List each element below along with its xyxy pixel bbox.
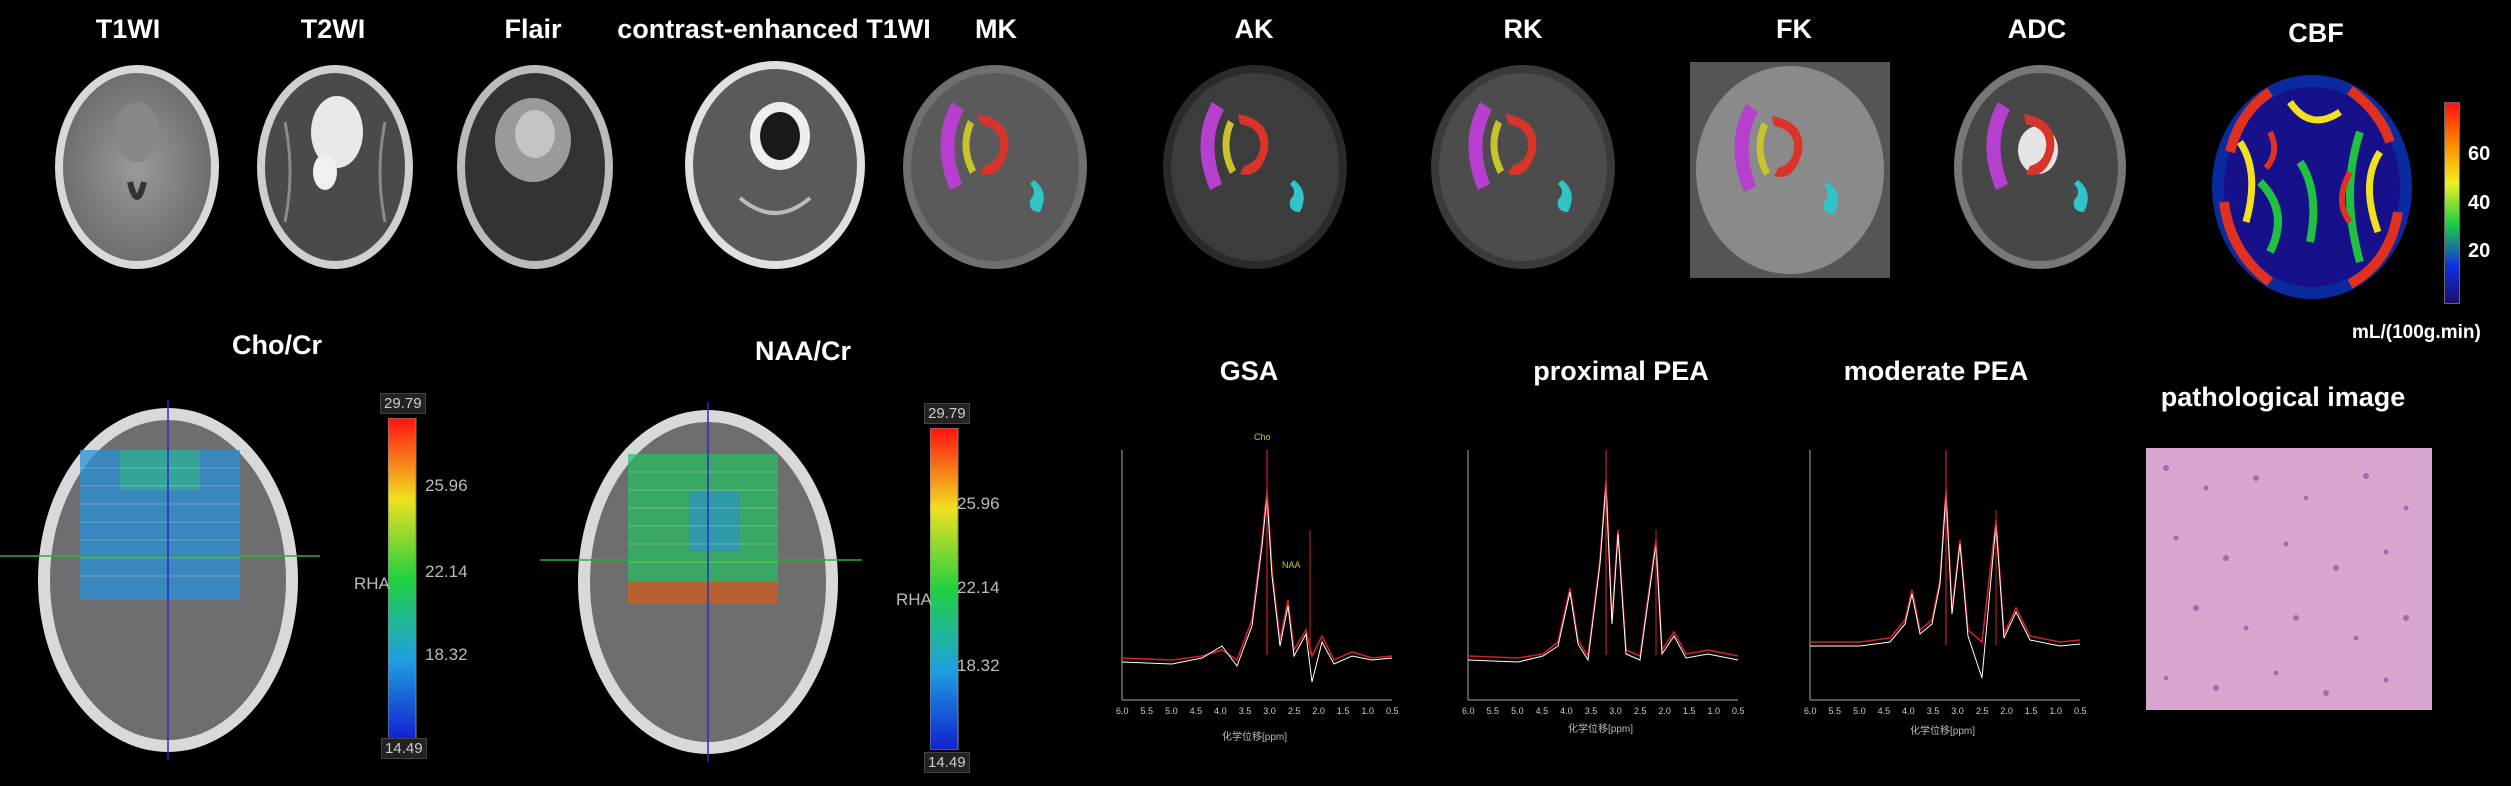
cho-cb-mid2: 22.14 — [425, 562, 468, 581]
rk-map-image — [1431, 65, 1615, 269]
cho-cb-mid3: 18.32 — [425, 645, 468, 664]
gsa-spectrum: Cho NAA 6.0 5.5 5.0 4.5 4.0 3.5 3.0 2.5 2.0 1.5 1.… — [1116, 432, 1399, 716]
label-cbf: CBF — [2288, 18, 2344, 48]
naa-cb-mid1: 25.96 — [957, 494, 1000, 513]
fk-map-image — [1690, 62, 1890, 278]
naa-cb-max: 29.79 — [924, 403, 970, 424]
spectrum-x-tick: 2.0 — [2000, 706, 2013, 716]
spectrum-x-tick: 5.5 — [1829, 706, 1842, 716]
label-gsa: GSA — [1219, 356, 1279, 386]
spectrum-x-tick: 0.5 — [1732, 706, 1745, 716]
label-ce-t1wi: contrast-enhanced T1WI — [617, 14, 931, 44]
naa-cb-side: RHA — [896, 590, 932, 609]
spectrum-x-tick: 5.5 — [1487, 706, 1500, 716]
contrast-enhanced-t1wi-image — [685, 61, 865, 269]
t1wi-brain-image — [55, 65, 219, 269]
spectrum-x-tick: 3.0 — [1609, 706, 1622, 716]
spectrum-x-tick: 5.0 — [1511, 706, 1524, 716]
proximal-xlabel: 化学位移[ppm] — [1568, 724, 1634, 735]
t2wi-brain-image — [257, 65, 413, 269]
spectrum-x-tick: 2.0 — [1312, 706, 1325, 716]
spectrum-x-tick: 4.5 — [1536, 706, 1549, 716]
spectrum-x-tick: 1.0 — [1361, 706, 1374, 716]
spectrum-x-tick: 4.0 — [1902, 706, 1915, 716]
naa-cr-map-image — [540, 402, 862, 762]
proximal-pea-spectrum: 6.0 5.5 5.0 4.5 4.0 3.5 3.0 2.5 2.0 1.5 1.0 0.5 — [1462, 450, 1745, 716]
label-adc: ADC — [2007, 14, 2067, 44]
gsa-naa-peak-label: NAA — [1282, 560, 1301, 570]
cho-cb-side: RHA — [354, 574, 390, 593]
spectrum-x-tick: 5.0 — [1165, 706, 1178, 716]
naa-cr-colorbar — [930, 428, 959, 750]
label-moderate-pea: moderate PEA — [1843, 356, 2029, 386]
spectrum-x-tick: 3.0 — [1263, 706, 1276, 716]
naa-cb-mid2: 22.14 — [957, 578, 1000, 597]
spectrum-x-tick: 1.0 — [1707, 706, 1720, 716]
spectrum-x-tick: 0.5 — [1386, 706, 1399, 716]
spectrum-x-tick: 2.5 — [1634, 706, 1647, 716]
label-ak: AK — [1234, 14, 1274, 44]
spectrum-x-tick: 0.5 — [2074, 706, 2087, 716]
spectrum-x-tick: 2.5 — [1976, 706, 1989, 716]
spectrum-x-tick: 5.5 — [1141, 706, 1154, 716]
cho-cb-max: 29.79 — [380, 393, 426, 414]
spectrum-x-tick: 6.0 — [1462, 706, 1475, 716]
spectrum-x-tick: 4.0 — [1560, 706, 1573, 716]
ak-map-image — [1163, 65, 1347, 269]
spectrum-x-tick: 6.0 — [1804, 706, 1817, 716]
spectrum-x-tick: 2.0 — [1658, 706, 1671, 716]
spectrum-x-tick: 1.5 — [1683, 706, 1696, 716]
spectrum-x-tick: 4.5 — [1878, 706, 1891, 716]
spectrum-x-tick: 1.0 — [2049, 706, 2062, 716]
cbf-unit-label: mL/(100g.min) — [2352, 322, 2481, 343]
cbf-tick-20: 20 — [2468, 240, 2491, 262]
spectrum-x-tick: 3.5 — [1239, 706, 1252, 716]
naa-cb-mid3: 18.32 — [957, 656, 1000, 675]
naa-cb-min: 14.49 — [924, 752, 970, 773]
label-pathological-image: pathological image — [2160, 382, 2406, 412]
cho-cb-mid1: 25.96 — [425, 476, 468, 495]
cho-cb-min: 14.49 — [381, 738, 427, 759]
spectrum-x-tick: 3.0 — [1951, 706, 1964, 716]
moderate-xlabel: 化学位移[ppm] — [1910, 726, 1976, 737]
gsa-cho-peak-label: Cho — [1254, 432, 1271, 442]
label-proximal-pea: proximal PEA — [1533, 356, 1709, 386]
moderate-pea-spectrum: 6.0 5.5 5.0 4.5 4.0 3.5 3.0 2.5 2.0 1.5 1.0 0.5 — [1804, 450, 2087, 716]
gsa-xlabel: 化学位移[ppm] — [1222, 732, 1288, 743]
cbf-tick-40: 40 — [2468, 192, 2491, 214]
pathology-he-image — [2146, 448, 2432, 710]
spectrum-x-tick: 4.0 — [1214, 706, 1227, 716]
label-cho-cr: Cho/Cr — [232, 330, 322, 360]
flair-brain-image — [457, 65, 613, 269]
label-t2wi: T2WI — [300, 14, 366, 44]
spectrum-x-tick: 6.0 — [1116, 706, 1129, 716]
label-fk: FK — [1776, 14, 1812, 44]
adc-map-image — [1954, 65, 2126, 269]
cho-cr-map-image — [0, 400, 320, 760]
label-naa-cr: NAA/Cr — [754, 336, 852, 366]
spectrum-x-tick: 3.5 — [1927, 706, 1940, 716]
spectrum-x-tick: 1.5 — [1337, 706, 1350, 716]
label-mk: MK — [975, 14, 1017, 44]
cbf-tick-60: 60 — [2468, 143, 2491, 165]
spectrum-x-tick: 3.5 — [1585, 706, 1598, 716]
spectrum-x-tick: 4.5 — [1190, 706, 1203, 716]
cbf-map-image — [2212, 75, 2412, 299]
spectrum-x-tick: 2.5 — [1288, 706, 1301, 716]
label-t1wi: T1WI — [95, 14, 161, 44]
mk-map-image — [903, 65, 1087, 269]
cbf-colorbar — [2444, 102, 2460, 304]
cho-cr-colorbar — [388, 418, 417, 740]
label-rk: RK — [1503, 14, 1543, 44]
label-flair: Flair — [504, 14, 562, 44]
spectrum-x-tick: 5.0 — [1853, 706, 1866, 716]
spectrum-x-tick: 1.5 — [2025, 706, 2038, 716]
